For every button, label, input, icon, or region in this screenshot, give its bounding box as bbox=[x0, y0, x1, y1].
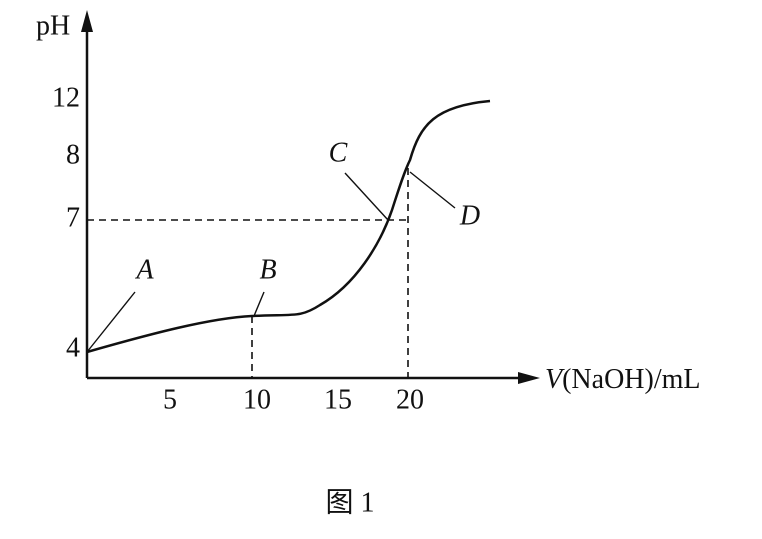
leader-line bbox=[86, 291, 136, 353]
caption: 图 1 bbox=[325, 487, 374, 518]
leader-line bbox=[344, 172, 389, 221]
y-arrow bbox=[81, 10, 93, 32]
point-label: D bbox=[459, 200, 480, 231]
x-axis-var: V bbox=[545, 364, 565, 395]
x-tick-label: 5 bbox=[163, 384, 177, 415]
leader-line bbox=[409, 171, 456, 209]
y-tick-label: 7 bbox=[66, 202, 80, 233]
y-tick-label: 8 bbox=[66, 139, 80, 170]
x-axis-unit: (NaOH)/mL bbox=[562, 364, 700, 395]
x-tick-label: 10 bbox=[243, 384, 271, 415]
x-tick-label: 20 bbox=[396, 384, 424, 415]
point-label: A bbox=[134, 254, 154, 285]
point-label: C bbox=[329, 137, 348, 168]
y-axis-label: pH bbox=[36, 10, 70, 41]
leader-line bbox=[253, 291, 265, 317]
x-tick-label: 15 bbox=[324, 384, 352, 415]
y-tick-label: 12 bbox=[52, 82, 80, 113]
x-arrow bbox=[518, 372, 540, 384]
point-label: B bbox=[259, 254, 276, 285]
x-axis-label: V(NaOH)/mL bbox=[545, 364, 701, 395]
titration-curve bbox=[86, 99, 491, 354]
y-tick-label: 4 bbox=[66, 332, 80, 363]
